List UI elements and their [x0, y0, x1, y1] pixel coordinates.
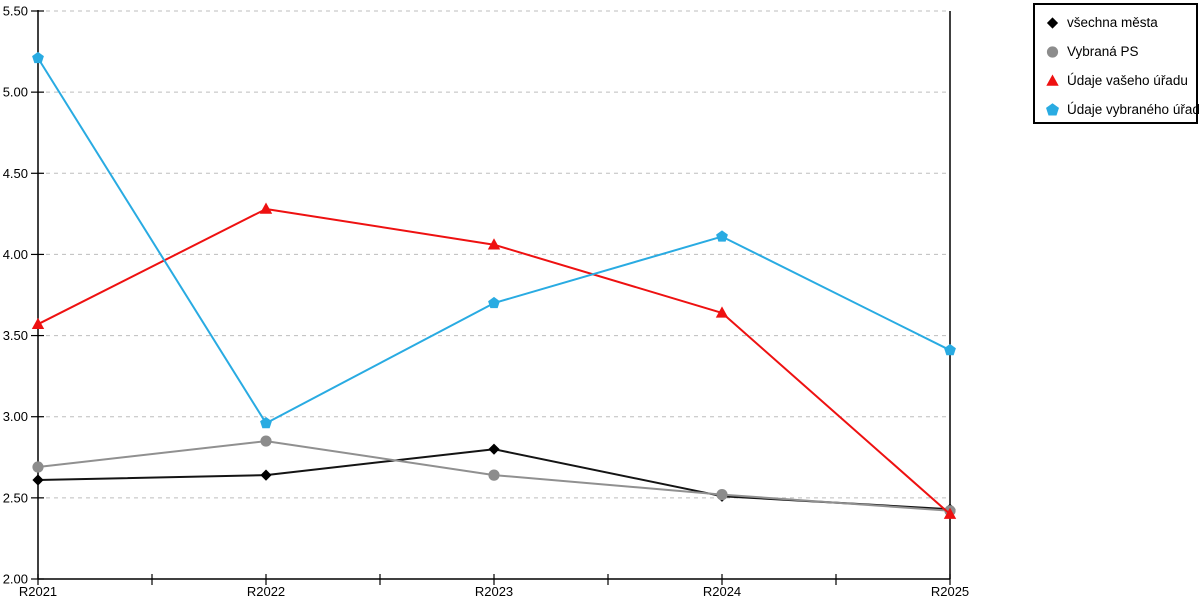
- data-point: [487, 238, 501, 250]
- series-3-markers: [32, 51, 956, 429]
- data-point: [32, 51, 44, 64]
- y-tick-label: 3.00: [3, 409, 28, 424]
- data-point: [260, 417, 272, 429]
- y-tick-label: 2.00: [3, 572, 28, 587]
- legend-item-label: Údaje vybraného úřadu: [1067, 102, 1200, 117]
- legend-item-0: všechna města: [1045, 8, 1196, 37]
- legend: všechna města Vybraná PS Údaje vašeho úřad…: [1033, 3, 1200, 124]
- series-2-markers: [31, 202, 957, 519]
- legend-item-1: Vybraná PS: [1045, 37, 1196, 66]
- x-axis-ticks: R2021 R2022 R2023 R2024 R2025: [19, 574, 969, 599]
- y-tick-label: 3.50: [3, 328, 28, 343]
- y-tick-label: 2.50: [3, 490, 28, 505]
- x-tick-label: R2023: [475, 584, 513, 599]
- y-tick-label: 4.00: [3, 247, 28, 262]
- x-tick-label: R2021: [19, 584, 57, 599]
- data-point: [488, 469, 500, 481]
- data-point: [31, 317, 45, 330]
- legend-item-label: Vybraná PS: [1067, 44, 1139, 59]
- data-point: [259, 202, 273, 214]
- y-axis-ticks: 2.00 2.50 3.00 3.50 4.00 4.50 5.00 5.50: [3, 4, 44, 587]
- data-point: [715, 306, 729, 318]
- data-point: [32, 474, 44, 486]
- legend-item-2: Údaje vašeho úřadu: [1045, 66, 1196, 95]
- circle-marker-icon: [1046, 46, 1059, 58]
- data-point: [488, 443, 500, 455]
- data-point: [716, 230, 728, 242]
- x-tick-label: R2022: [247, 584, 285, 599]
- y-tick-label: 5.00: [3, 85, 28, 100]
- triangle-marker-icon: [1046, 74, 1059, 86]
- y-tick-label: 4.50: [3, 166, 28, 181]
- legend-item-label: všechna města: [1067, 15, 1158, 30]
- series-3: [32, 51, 956, 429]
- legend-item-label: Údaje vašeho úřadu: [1067, 73, 1188, 88]
- legend-item-3: Údaje vybraného úřadu: [1045, 95, 1200, 124]
- data-point: [488, 296, 500, 309]
- diamond-marker-icon: [1046, 17, 1059, 29]
- data-point: [944, 343, 956, 356]
- data-point: [260, 469, 272, 481]
- data-point: [260, 435, 272, 447]
- data-point: [943, 507, 957, 519]
- series-2: [31, 202, 957, 519]
- data-point: [32, 461, 44, 473]
- y-tick-label: 5.50: [3, 4, 28, 19]
- x-tick-label: R2025: [931, 584, 969, 599]
- pentagon-marker-icon: [1046, 103, 1059, 116]
- x-tick-label: R2024: [703, 584, 741, 599]
- data-point: [716, 489, 728, 501]
- axes: [37, 10, 951, 580]
- y-gridlines: [38, 10, 950, 499]
